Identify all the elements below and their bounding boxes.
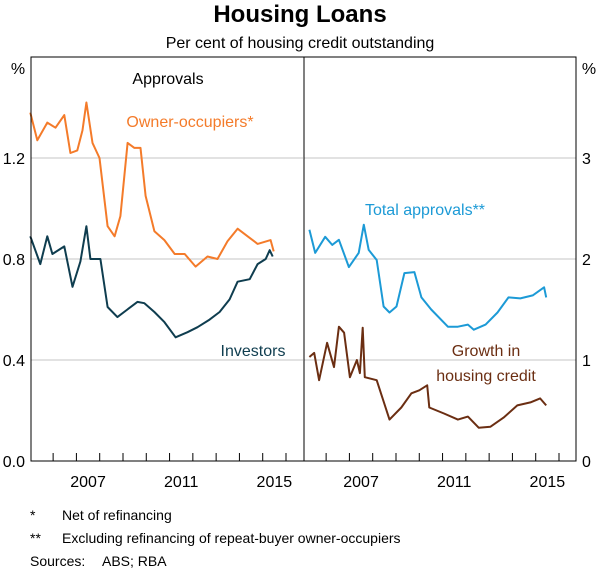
y-tick-label: 1: [582, 353, 591, 370]
y-tick-label: 0.0: [3, 454, 25, 471]
chart-subtitle: Per cent of housing credit outstanding: [166, 35, 435, 52]
series-line-total-approvals: [308, 223, 548, 331]
x-tick-label: 2011: [164, 474, 199, 491]
series-lines: [29, 101, 548, 429]
series-line-growth-in-housing-credit: [308, 325, 547, 429]
x-tick-label: 2015: [257, 474, 293, 491]
y-tick-label: 1.2: [3, 151, 25, 168]
x-tick-label: 2015: [530, 474, 566, 491]
y-tick-label: 0.8: [3, 252, 25, 269]
x-tick-label: 2007: [70, 474, 106, 491]
series-label-growth-line2: housing credit: [436, 368, 536, 385]
series-line-investors: [29, 225, 274, 339]
x-tick-label: 2007: [343, 474, 379, 491]
series-line-owner-occupiers: [29, 101, 275, 268]
y-tick-label: 0.4: [3, 353, 25, 370]
series-label-investors: Investors: [221, 343, 286, 360]
footnote-text-2: Excluding refinancing of repeat-buyer ow…: [62, 530, 401, 546]
footnote-text-1: Net of refinancing: [62, 507, 172, 523]
series-label-total-approvals: Total approvals**: [365, 202, 485, 219]
sources-text: ABS; RBA: [102, 553, 167, 569]
y-tick-label: 0: [582, 454, 591, 471]
y-tick-label: 3: [582, 151, 591, 168]
sources-label: Sources:: [30, 553, 85, 569]
footnote-mark-1: *: [30, 507, 36, 523]
right-y-unit: %: [582, 61, 596, 78]
series-label-growth-line1: Growth in: [452, 343, 520, 360]
footnote-mark-2: **: [30, 530, 41, 546]
left-y-unit: %: [11, 61, 25, 78]
panel-label-approvals: Approvals: [132, 71, 203, 88]
chart-title: Housing Loans: [213, 1, 386, 28]
series-label-owner-occupiers: Owner-occupiers*: [126, 114, 253, 131]
gridlines: [31, 157, 576, 361]
y-tick-label: 2: [582, 252, 591, 269]
axes: 0.0 0.4 0.8 1.2 2007 2011 2015 0 1 2 3 2007 2011 2015: [3, 151, 591, 491]
x-tick-label: 2011: [437, 474, 472, 491]
